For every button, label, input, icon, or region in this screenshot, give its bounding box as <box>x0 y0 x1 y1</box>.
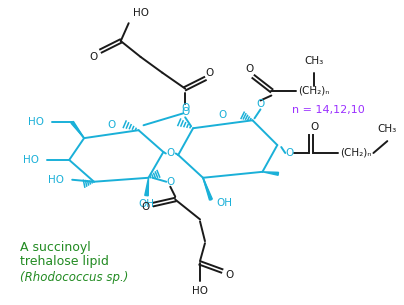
Text: O: O <box>107 120 116 130</box>
Text: OH: OH <box>217 198 233 207</box>
Text: O: O <box>285 148 293 158</box>
Text: CH₃: CH₃ <box>378 124 397 134</box>
Text: O: O <box>181 103 189 113</box>
Text: (CH₂)ₙ: (CH₂)ₙ <box>298 86 330 95</box>
Text: (CH₂)ₙ: (CH₂)ₙ <box>340 148 371 158</box>
Text: trehalose lipid: trehalose lipid <box>20 256 109 268</box>
Polygon shape <box>71 121 84 138</box>
Text: O: O <box>206 68 214 78</box>
Polygon shape <box>203 178 213 200</box>
Text: O: O <box>219 110 227 120</box>
Text: O: O <box>89 52 97 62</box>
Text: A succinoyl: A succinoyl <box>20 241 90 254</box>
Text: O: O <box>166 177 175 187</box>
Polygon shape <box>145 178 149 196</box>
Text: O: O <box>167 149 175 159</box>
Text: HO: HO <box>28 117 44 127</box>
Text: CH₃: CH₃ <box>304 56 324 66</box>
Text: O: O <box>141 203 149 213</box>
Text: n = 14,12,10: n = 14,12,10 <box>292 106 365 115</box>
Text: O: O <box>311 122 319 132</box>
Text: HO: HO <box>133 8 149 18</box>
Polygon shape <box>263 172 278 175</box>
Text: O: O <box>181 107 189 117</box>
Text: HO: HO <box>23 155 40 165</box>
Text: (Rhodococcus sp.): (Rhodococcus sp.) <box>20 271 128 284</box>
Text: O: O <box>225 270 234 280</box>
Text: O: O <box>246 64 254 74</box>
Text: O: O <box>256 99 265 109</box>
Text: HO: HO <box>192 286 208 296</box>
Text: OH: OH <box>139 199 154 209</box>
Text: HO: HO <box>48 175 64 185</box>
